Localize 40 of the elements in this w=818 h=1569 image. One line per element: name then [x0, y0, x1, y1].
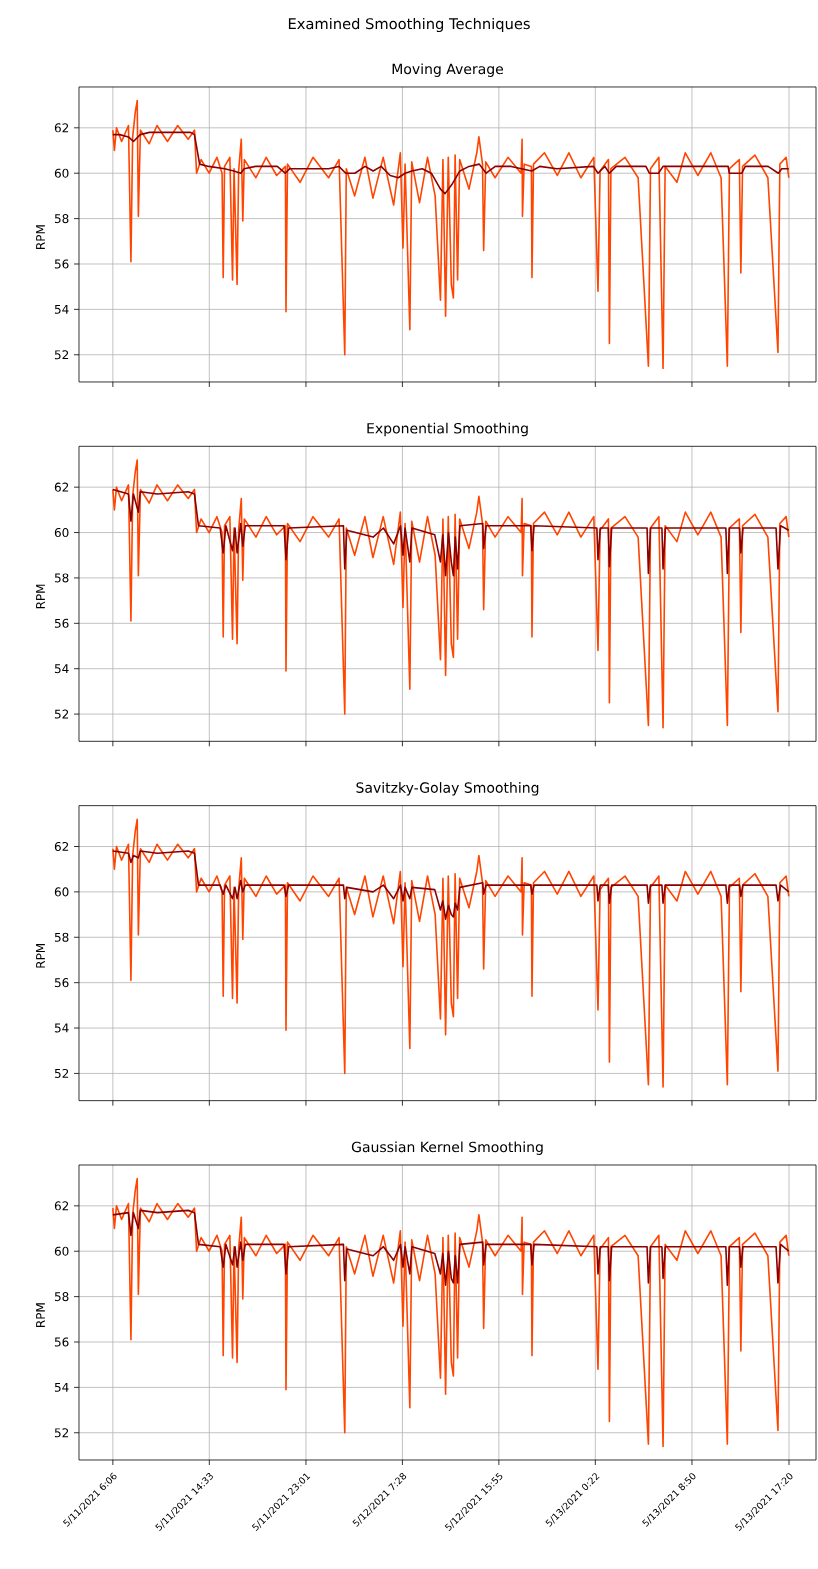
y-tick-label: 54 [54, 1382, 69, 1392]
y-axis-title: RPM [36, 1303, 45, 1327]
y-tick-label: 58 [54, 214, 69, 224]
y-tick-label: 62 [54, 123, 69, 133]
y-tick-label: 54 [54, 664, 69, 674]
y-tick-label: 52 [54, 1068, 69, 1078]
chart-title: Savitzky-Golay Smoothing [356, 782, 539, 796]
y-tick-label: 56 [54, 1337, 69, 1347]
y-tick-label: 52 [54, 709, 69, 719]
line-series [112, 850, 790, 920]
y-tick-label: 60 [54, 168, 69, 178]
y-tick-label: 60 [54, 887, 69, 897]
y-tick-label: 62 [54, 482, 69, 492]
line-series [112, 818, 790, 1088]
text: Examined Smoothing Techniques [288, 17, 530, 33]
y-tick-label: 58 [54, 573, 69, 583]
y-tick-label: 56 [54, 259, 69, 269]
y-axis-title: RPM [36, 584, 45, 609]
y-tick-label: 58 [54, 932, 69, 942]
y-tick-label: 60 [54, 528, 69, 538]
y-tick-label: 60 [54, 1246, 69, 1256]
chart-title: Exponential Smoothing [367, 422, 528, 437]
line-series [112, 488, 790, 577]
y-tick-label: 54 [54, 1023, 69, 1033]
y-tick-label: 56 [54, 618, 69, 628]
line-series [112, 99, 790, 370]
y-tick-label: 56 [54, 978, 69, 988]
line-series [112, 459, 790, 729]
y-tick-label: 52 [54, 1428, 69, 1438]
y-tick-label: 62 [54, 1201, 69, 1211]
y-tick-label: 58 [54, 1292, 69, 1302]
y-axis-title: RPM [36, 225, 45, 249]
y-tick-label: 62 [54, 841, 69, 852]
y-tick-label: 54 [54, 304, 69, 314]
line-series [112, 1209, 790, 1287]
line-series [112, 1177, 790, 1448]
y-tick-label: 52 [54, 350, 69, 360]
chart-title: Gaussian Kernel Smoothing [351, 1141, 543, 1155]
chart-title: Moving Average [392, 63, 504, 77]
y-axis-title: RPM [36, 944, 45, 968]
